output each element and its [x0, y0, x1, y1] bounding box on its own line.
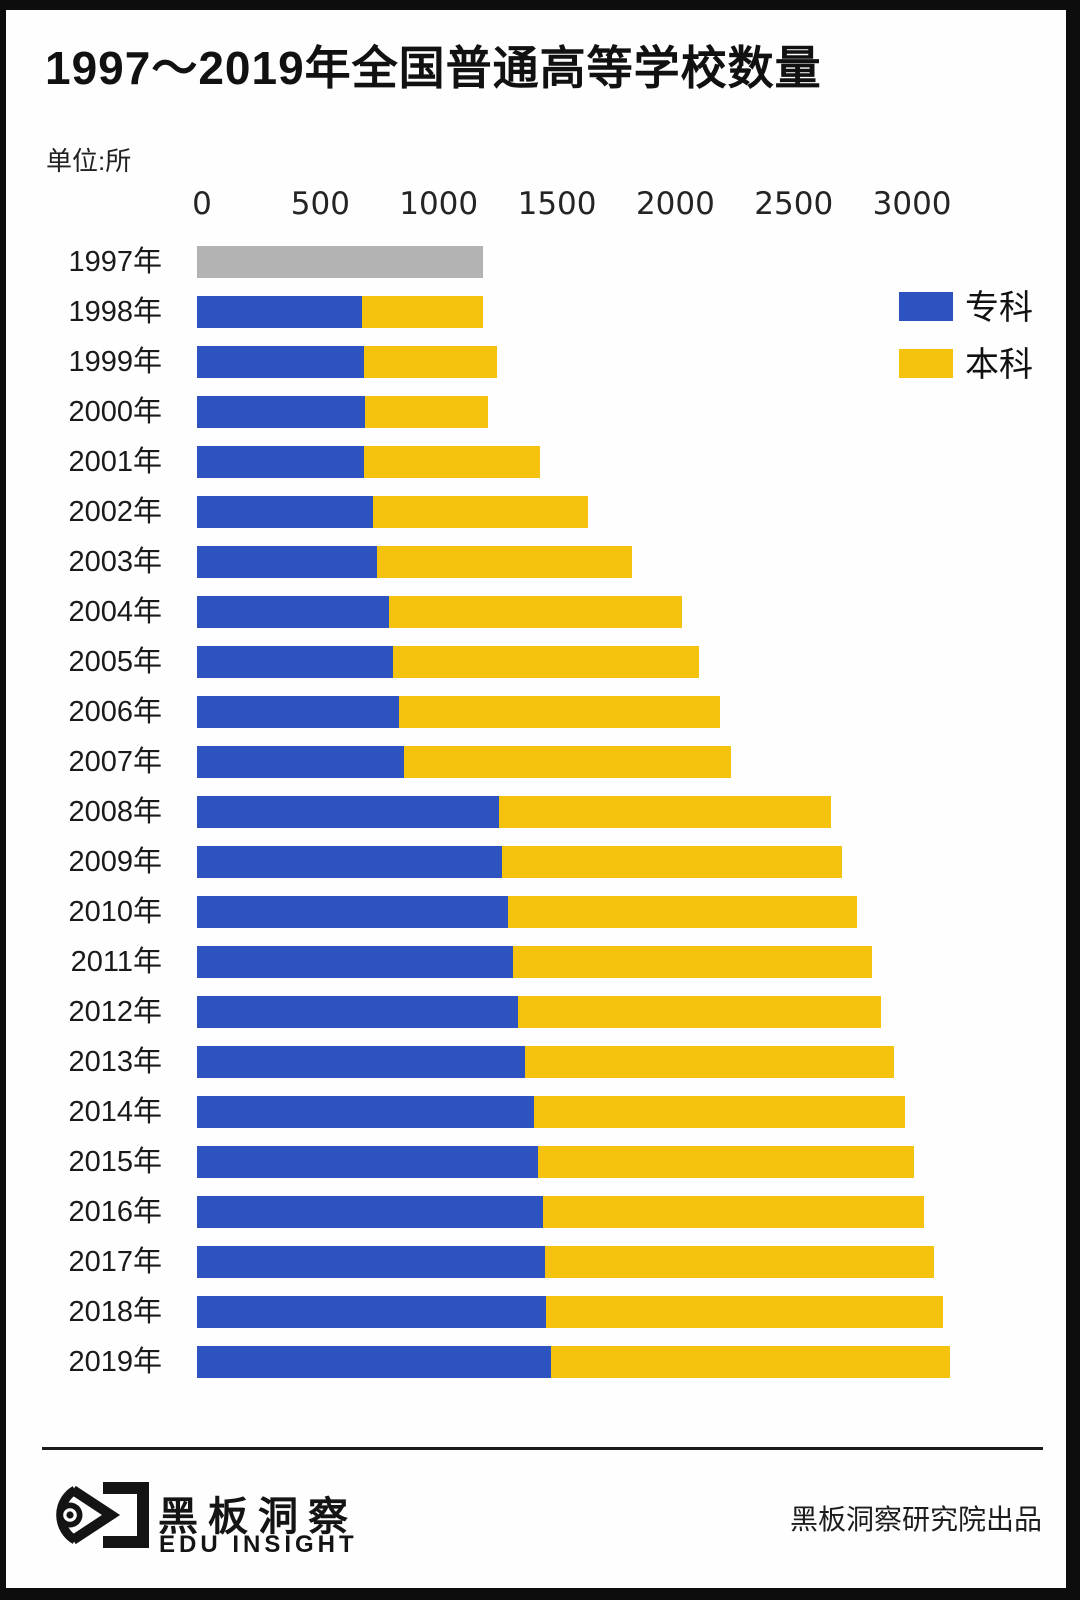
bar-2016-zhuanke [197, 1196, 544, 1228]
bar-2019-zhuanke [197, 1346, 552, 1378]
bar-2010-zhuanke [197, 896, 509, 928]
year-label-2018: 2018年 [68, 1296, 162, 1328]
year-label-2013: 2013年 [68, 1046, 162, 1078]
bar-2012-zhuanke [197, 996, 518, 1028]
year-label-1998: 1998年 [68, 296, 162, 328]
bar-2014-benke [533, 1096, 906, 1128]
unit-label: 单位:所 [46, 146, 132, 176]
bar-2016-benke [543, 1196, 924, 1228]
bar-2003-benke [377, 546, 632, 578]
bar-2018-zhuanke [197, 1296, 546, 1328]
bar-2012-benke [517, 996, 881, 1028]
year-label-2016: 2016年 [68, 1196, 162, 1228]
legend-item-zhuanke: 专科 [899, 289, 1033, 327]
credit-text: 黑板洞察研究院出品 [789, 1504, 1042, 1535]
bar-2004-benke [388, 596, 682, 628]
bar-2005-benke [393, 646, 699, 678]
bar-2011-benke [513, 946, 872, 978]
bar-1997-total-gray [197, 246, 483, 278]
brand-name-en: EDU INSIGHT [159, 1531, 358, 1558]
legend-label-benke: 本科 [965, 346, 1033, 384]
bar-2007-benke [404, 746, 732, 778]
axis-tick-label-1500: 1500 [517, 186, 597, 222]
year-label-2005: 2005年 [68, 646, 162, 678]
year-label-2006: 2006年 [68, 696, 162, 728]
infographic-content: 1997～2019年全国普通高等学校数量 单位:所 0 500 1000 1500 20… [6, 10, 1066, 1588]
year-label-2002: 2002年 [68, 496, 162, 528]
brand-name-cn: 黑板洞察 [158, 1495, 358, 1539]
bar-1998-benke [362, 296, 484, 328]
bar-2000-benke [364, 396, 489, 428]
year-label-2008: 2008年 [68, 796, 162, 828]
bar-1999-zhuanke [197, 346, 365, 378]
axis-tick-label-0: 0 [192, 186, 212, 222]
edu-insight-eye-logo-icon [51, 1482, 149, 1548]
bar-2008-benke [499, 796, 831, 828]
axis-tick-label-2000: 2000 [635, 186, 715, 222]
bar-2000-zhuanke [197, 396, 365, 428]
bar-2008-zhuanke [197, 796, 500, 828]
year-label-2017: 2017年 [68, 1246, 162, 1278]
bar-2001-zhuanke [197, 446, 365, 478]
year-label-2000: 2000年 [68, 396, 162, 428]
bar-2002-zhuanke [197, 496, 374, 528]
bar-2015-benke [538, 1146, 914, 1178]
bar-2005-zhuanke [197, 646, 394, 678]
bar-2018-benke [545, 1296, 943, 1328]
year-label-2014: 2014年 [68, 1096, 162, 1128]
bar-1999-benke [364, 346, 497, 378]
year-label-2007: 2007年 [68, 746, 162, 778]
bar-2010-benke [508, 896, 858, 928]
bar-2009-benke [502, 846, 843, 878]
bar-2009-zhuanke [197, 846, 503, 878]
bar-2007-zhuanke [197, 746, 405, 778]
axis-tick-label-1000: 1000 [399, 186, 479, 222]
year-label-2010: 2010年 [68, 896, 162, 928]
axis-tick-label-3000: 3000 [872, 186, 952, 222]
year-label-1999: 1999年 [68, 346, 162, 378]
bar-2001-benke [364, 446, 540, 478]
year-label-2012: 2012年 [68, 996, 162, 1028]
year-label-2011: 2011年 [70, 946, 162, 978]
bar-2014-zhuanke [197, 1096, 534, 1128]
legend-label-zhuanke: 专科 [965, 289, 1033, 327]
bar-1998-zhuanke [197, 296, 363, 328]
page-title: 1997～2019年全国普通高等学校数量 [45, 42, 822, 94]
axis-tick-label-500: 500 [290, 186, 350, 222]
legend-swatch-zhuanke-blue [899, 292, 953, 321]
bar-2006-benke [398, 696, 720, 728]
year-label-2009: 2009年 [68, 846, 162, 878]
axis-tick-label-2500: 2500 [754, 186, 834, 222]
bar-2019-benke [551, 1346, 950, 1378]
year-label-2015: 2015年 [68, 1146, 162, 1178]
bar-2002-benke [373, 496, 588, 528]
bar-2013-zhuanke [197, 1046, 525, 1078]
bar-2017-benke [545, 1246, 934, 1278]
bar-2003-zhuanke [197, 546, 378, 578]
legend-item-benke: 本科 [899, 346, 1033, 384]
bar-2013-benke [524, 1046, 895, 1078]
year-label-2019: 2019年 [68, 1346, 162, 1378]
year-label-2003: 2003年 [68, 546, 162, 578]
bar-2011-zhuanke [197, 946, 514, 978]
year-label-1997: 1997年 [68, 246, 162, 278]
bar-2004-zhuanke [197, 596, 389, 628]
bar-2015-zhuanke [197, 1146, 539, 1178]
year-label-2001: 2001年 [68, 446, 162, 478]
bar-2017-zhuanke [197, 1246, 546, 1278]
legend-swatch-benke-yellow [899, 349, 953, 378]
bar-2006-zhuanke [197, 696, 399, 728]
year-label-2004: 2004年 [68, 596, 162, 628]
footer-divider [42, 1447, 1043, 1450]
